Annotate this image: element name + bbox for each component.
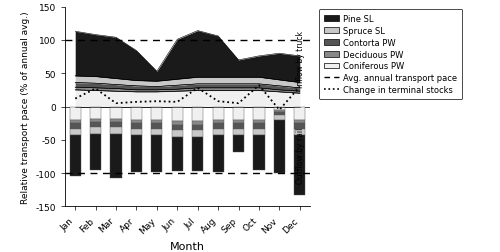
Bar bbox=[192, 107, 203, 122]
Bar bbox=[233, 136, 244, 152]
Bar bbox=[90, 134, 101, 171]
Bar bbox=[131, 124, 142, 129]
Bar bbox=[70, 120, 81, 124]
Text: Inflow by truck: Inflow by truck bbox=[296, 31, 305, 88]
Bar bbox=[192, 122, 203, 125]
Bar bbox=[152, 124, 162, 129]
Bar bbox=[131, 120, 142, 124]
Bar bbox=[152, 120, 162, 124]
Bar bbox=[110, 119, 122, 122]
Bar bbox=[110, 122, 122, 128]
Bar bbox=[90, 107, 101, 119]
Bar bbox=[212, 124, 224, 129]
Bar bbox=[131, 136, 142, 172]
Bar bbox=[172, 130, 183, 137]
Bar bbox=[90, 122, 101, 128]
Bar bbox=[254, 136, 264, 170]
Bar bbox=[152, 107, 162, 120]
Bar bbox=[294, 120, 306, 124]
Bar bbox=[254, 129, 264, 136]
Bar bbox=[274, 107, 285, 110]
Bar bbox=[254, 120, 264, 124]
Legend: Pine SL, Spruce SL, Contorta PW, Deciduous PW, Coniferous PW, Avg. annual transp: Pine SL, Spruce SL, Contorta PW, Deciduo… bbox=[319, 10, 462, 100]
Bar bbox=[110, 134, 122, 179]
Bar bbox=[110, 107, 122, 119]
Bar bbox=[131, 129, 142, 136]
Text: Outflow by rail: Outflow by rail bbox=[296, 127, 305, 183]
Bar bbox=[254, 107, 264, 120]
Bar bbox=[152, 136, 162, 172]
Bar bbox=[212, 107, 224, 120]
Bar bbox=[233, 129, 244, 136]
Bar bbox=[172, 122, 183, 125]
Bar bbox=[172, 125, 183, 130]
Bar bbox=[90, 119, 101, 122]
Bar bbox=[70, 107, 81, 120]
Bar bbox=[233, 107, 244, 120]
Bar bbox=[274, 116, 285, 120]
Bar bbox=[152, 129, 162, 136]
Bar bbox=[110, 128, 122, 134]
Bar bbox=[294, 129, 306, 136]
Y-axis label: Relative transport pace (% of annual avg.): Relative transport pace (% of annual avg… bbox=[21, 11, 30, 203]
Bar bbox=[192, 130, 203, 137]
Bar bbox=[294, 136, 306, 195]
Bar bbox=[172, 107, 183, 122]
Bar bbox=[70, 136, 81, 177]
Bar bbox=[254, 124, 264, 129]
Bar bbox=[212, 129, 224, 136]
Bar bbox=[172, 137, 183, 171]
Bar bbox=[192, 125, 203, 130]
Bar bbox=[233, 124, 244, 129]
Bar bbox=[274, 110, 285, 112]
Bar bbox=[131, 107, 142, 120]
Bar bbox=[70, 129, 81, 136]
Bar bbox=[233, 120, 244, 124]
Bar bbox=[212, 136, 224, 172]
Bar bbox=[70, 124, 81, 129]
Bar bbox=[192, 137, 203, 171]
Bar bbox=[294, 107, 306, 120]
Bar bbox=[90, 128, 101, 134]
X-axis label: Month: Month bbox=[170, 241, 205, 250]
Bar bbox=[294, 124, 306, 129]
Bar bbox=[274, 112, 285, 116]
Bar bbox=[274, 120, 285, 173]
Bar bbox=[212, 120, 224, 124]
